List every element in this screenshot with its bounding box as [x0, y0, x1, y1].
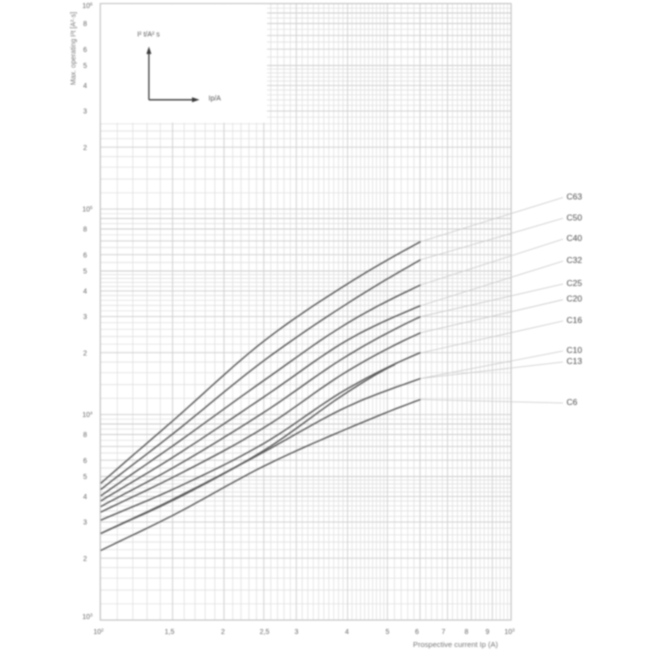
- svg-text:Max. operating I²t [A²·s]: Max. operating I²t [A²·s]: [71, 12, 78, 85]
- svg-text:6: 6: [83, 47, 87, 54]
- svg-text:8: 8: [465, 629, 469, 636]
- svg-text:C32: C32: [567, 255, 583, 265]
- svg-text:C20: C20: [567, 294, 583, 304]
- svg-text:C50: C50: [567, 212, 583, 222]
- svg-text:5: 5: [83, 269, 87, 276]
- svg-text:6: 6: [415, 629, 419, 636]
- svg-text:4: 4: [345, 629, 349, 636]
- svg-text:5: 5: [83, 474, 87, 481]
- svg-text:C25: C25: [567, 278, 583, 288]
- svg-text:104: 104: [82, 411, 93, 420]
- svg-text:5: 5: [386, 629, 390, 636]
- svg-text:4: 4: [83, 289, 87, 296]
- svg-text:2: 2: [83, 145, 87, 152]
- svg-text:Prospective current Ip (A): Prospective current Ip (A): [413, 640, 499, 649]
- svg-text:105: 105: [82, 205, 93, 214]
- svg-text:9: 9: [486, 629, 490, 636]
- svg-text:4: 4: [83, 494, 87, 501]
- svg-text:C63: C63: [567, 192, 583, 202]
- svg-text:C40: C40: [567, 233, 583, 243]
- svg-text:Ip/A: Ip/A: [209, 96, 222, 103]
- svg-text:C13: C13: [567, 356, 583, 366]
- svg-text:6: 6: [83, 252, 87, 259]
- svg-text:106: 106: [82, 2, 93, 11]
- svg-text:103: 103: [504, 628, 515, 637]
- svg-text:3: 3: [83, 520, 87, 527]
- svg-text:C6: C6: [567, 397, 578, 407]
- svg-text:2,5: 2,5: [260, 629, 270, 636]
- svg-text:2: 2: [83, 556, 87, 563]
- svg-text:3: 3: [295, 629, 299, 636]
- svg-text:4: 4: [83, 83, 87, 90]
- svg-text:3: 3: [83, 314, 87, 321]
- svg-text:8: 8: [83, 227, 87, 234]
- svg-text:8: 8: [83, 21, 87, 28]
- svg-text:1,5: 1,5: [165, 629, 175, 636]
- svg-text:6: 6: [83, 458, 87, 465]
- svg-text:8: 8: [83, 432, 87, 439]
- svg-text:C16: C16: [567, 315, 583, 325]
- svg-text:C10: C10: [567, 345, 583, 355]
- svg-text:I² t/A² s: I² t/A² s: [137, 32, 160, 39]
- svg-text:2: 2: [83, 350, 87, 357]
- svg-text:5: 5: [83, 63, 87, 70]
- svg-text:103: 103: [82, 613, 93, 622]
- svg-text:102: 102: [93, 628, 104, 637]
- svg-text:3: 3: [83, 109, 87, 116]
- svg-text:7: 7: [442, 629, 446, 636]
- svg-text:2: 2: [221, 629, 225, 636]
